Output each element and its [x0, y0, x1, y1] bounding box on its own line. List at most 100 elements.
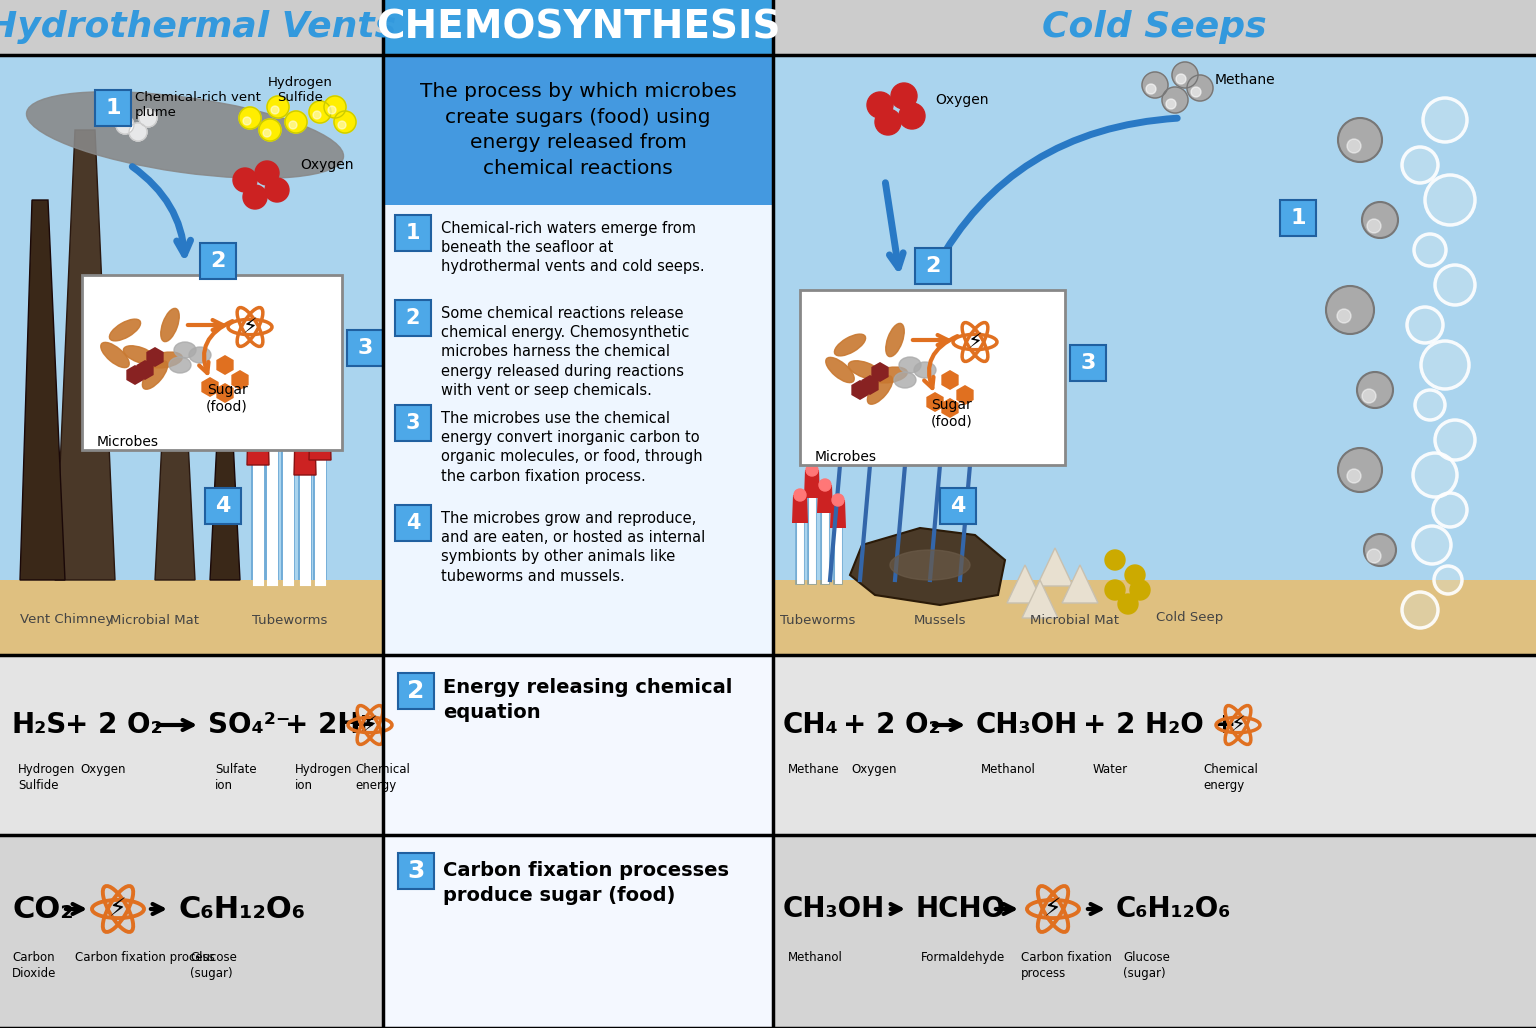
Circle shape	[806, 464, 819, 476]
Polygon shape	[395, 405, 432, 441]
Text: Some chemical reactions release
chemical energy. Chemosynthetic
microbes harness: Some chemical reactions release chemical…	[441, 306, 690, 398]
Circle shape	[1413, 526, 1452, 564]
Circle shape	[1364, 534, 1396, 566]
Circle shape	[240, 107, 261, 128]
Text: Hydrothermal Vents: Hydrothermal Vents	[0, 10, 396, 44]
Polygon shape	[247, 425, 269, 465]
Circle shape	[891, 83, 917, 109]
Polygon shape	[0, 56, 382, 655]
Polygon shape	[293, 435, 316, 475]
Circle shape	[260, 119, 281, 141]
Text: + 2 O₂: + 2 O₂	[843, 711, 940, 739]
Circle shape	[333, 111, 356, 133]
Ellipse shape	[914, 362, 935, 378]
Text: ⚡: ⚡	[1044, 897, 1061, 921]
Text: C₆H₁₂O₆: C₆H₁₂O₆	[178, 894, 306, 923]
Text: Cold Seeps: Cold Seeps	[1043, 10, 1267, 44]
Circle shape	[819, 479, 831, 491]
Ellipse shape	[189, 347, 210, 363]
Text: HCHO: HCHO	[915, 895, 1006, 923]
Text: Vent Chimney: Vent Chimney	[20, 614, 114, 626]
Circle shape	[1347, 139, 1361, 153]
Text: CH₃OH: CH₃OH	[783, 895, 885, 923]
Circle shape	[1338, 118, 1382, 162]
Circle shape	[1347, 469, 1361, 483]
Text: 3: 3	[406, 413, 421, 433]
Text: Hydrogen
Sulfide: Hydrogen Sulfide	[267, 76, 332, 104]
Text: Sugar
(food): Sugar (food)	[206, 383, 247, 413]
Text: Tubeworms: Tubeworms	[780, 614, 856, 626]
Circle shape	[289, 121, 296, 128]
Ellipse shape	[848, 361, 882, 379]
Circle shape	[263, 128, 270, 137]
Text: Formaldehyde: Formaldehyde	[922, 951, 1005, 964]
Polygon shape	[1037, 548, 1074, 586]
Polygon shape	[803, 470, 820, 498]
Circle shape	[899, 103, 925, 128]
Circle shape	[1124, 565, 1144, 585]
Text: +: +	[1213, 711, 1236, 739]
Text: Carbon fixation process: Carbon fixation process	[75, 951, 215, 964]
Text: ⚡: ⚡	[1230, 715, 1246, 735]
Circle shape	[243, 185, 267, 209]
Text: Sulfate
ion: Sulfate ion	[215, 763, 257, 792]
Circle shape	[266, 178, 289, 201]
Polygon shape	[261, 395, 283, 435]
Ellipse shape	[886, 324, 905, 357]
Circle shape	[1118, 594, 1138, 614]
Text: 2: 2	[210, 251, 226, 271]
Text: Microbial Mat: Microbial Mat	[1031, 614, 1120, 626]
Polygon shape	[773, 580, 1536, 655]
Circle shape	[1104, 580, 1124, 600]
Circle shape	[1362, 201, 1398, 238]
Circle shape	[1415, 234, 1445, 266]
Text: + 2H⁺: + 2H⁺	[286, 711, 375, 739]
Text: Oxygen: Oxygen	[80, 763, 126, 776]
Text: Microbes: Microbes	[97, 435, 160, 449]
Circle shape	[1141, 72, 1167, 98]
Circle shape	[1163, 87, 1187, 113]
Polygon shape	[395, 215, 432, 251]
Circle shape	[1362, 389, 1376, 403]
Text: H₂S: H₂S	[12, 711, 68, 739]
Circle shape	[1413, 453, 1458, 497]
Text: 2: 2	[925, 256, 940, 276]
Circle shape	[313, 111, 321, 119]
Circle shape	[866, 91, 892, 118]
Text: 4: 4	[951, 495, 966, 516]
Text: Chemical-rich waters emerge from
beneath the seafloor at
hydrothermal vents and : Chemical-rich waters emerge from beneath…	[441, 221, 705, 274]
Polygon shape	[1061, 565, 1098, 603]
Text: 1: 1	[1290, 208, 1306, 228]
Circle shape	[1172, 62, 1198, 88]
Circle shape	[794, 489, 806, 501]
Ellipse shape	[868, 376, 892, 404]
Circle shape	[138, 109, 157, 127]
Ellipse shape	[26, 91, 344, 178]
Text: Energy releasing chemical
equation: Energy releasing chemical equation	[442, 678, 733, 722]
Circle shape	[324, 96, 346, 118]
Circle shape	[1356, 372, 1393, 408]
Polygon shape	[382, 56, 773, 655]
Circle shape	[1187, 75, 1213, 101]
Text: Glucose
(sugar): Glucose (sugar)	[190, 951, 237, 980]
Text: Mussels: Mussels	[914, 614, 966, 626]
Circle shape	[1435, 265, 1475, 305]
Circle shape	[1177, 74, 1186, 84]
Ellipse shape	[109, 319, 141, 341]
Ellipse shape	[101, 342, 129, 368]
Circle shape	[286, 111, 307, 133]
Ellipse shape	[174, 342, 197, 358]
Text: CHEMOSYNTHESIS: CHEMOSYNTHESIS	[376, 8, 780, 46]
Text: Carbon fixation
process: Carbon fixation process	[1021, 951, 1112, 980]
Text: Chemical-rich vent
plume: Chemical-rich vent plume	[135, 91, 261, 119]
Text: CO₂: CO₂	[12, 894, 74, 923]
Text: 3: 3	[1080, 353, 1095, 373]
Text: Methanol: Methanol	[788, 951, 843, 964]
Text: Hydrogen
ion: Hydrogen ion	[295, 763, 352, 792]
Circle shape	[1415, 390, 1445, 420]
Text: Methane: Methane	[788, 763, 840, 776]
Circle shape	[1130, 580, 1150, 600]
Circle shape	[117, 116, 134, 134]
Polygon shape	[1008, 565, 1043, 603]
Circle shape	[833, 494, 843, 506]
